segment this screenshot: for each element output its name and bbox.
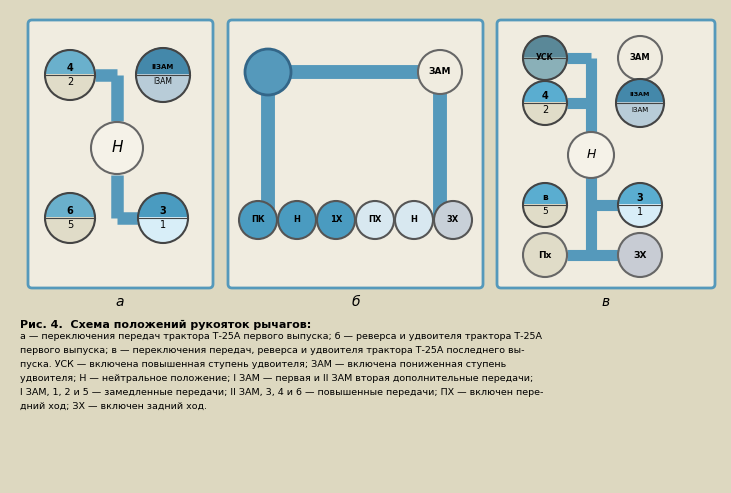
Text: Н: Н bbox=[411, 215, 417, 224]
Text: 1: 1 bbox=[160, 220, 166, 230]
Circle shape bbox=[317, 201, 355, 239]
FancyBboxPatch shape bbox=[228, 20, 483, 288]
Circle shape bbox=[434, 201, 472, 239]
Text: ЗАМ: ЗАМ bbox=[429, 68, 451, 76]
Circle shape bbox=[356, 201, 394, 239]
FancyBboxPatch shape bbox=[497, 20, 715, 288]
Text: ПХ: ПХ bbox=[368, 215, 382, 224]
Polygon shape bbox=[618, 183, 662, 205]
Polygon shape bbox=[523, 183, 567, 205]
Text: 3: 3 bbox=[159, 206, 167, 216]
Polygon shape bbox=[138, 193, 188, 218]
Text: Н: Н bbox=[294, 215, 300, 224]
Polygon shape bbox=[45, 75, 95, 100]
Circle shape bbox=[418, 50, 462, 94]
Polygon shape bbox=[136, 48, 190, 75]
Polygon shape bbox=[618, 205, 662, 227]
Text: 5: 5 bbox=[67, 220, 73, 230]
Text: ЗАМ: ЗАМ bbox=[629, 54, 651, 63]
Text: а: а bbox=[115, 295, 124, 309]
Text: удвоителя; Н — нейтральное положение; I ЗАМ — первая и II ЗАМ вторая дополнитель: удвоителя; Н — нейтральное положение; I … bbox=[20, 374, 533, 383]
Circle shape bbox=[278, 201, 316, 239]
Text: 6: 6 bbox=[67, 206, 73, 216]
Text: 4: 4 bbox=[542, 91, 548, 101]
Text: 2: 2 bbox=[67, 77, 73, 87]
Polygon shape bbox=[523, 58, 567, 80]
Text: первого выпуска; в — переключения передач, реверса и удвоителя трактора Т-25А по: первого выпуска; в — переключения переда… bbox=[20, 346, 525, 355]
Polygon shape bbox=[45, 218, 95, 243]
Circle shape bbox=[239, 201, 277, 239]
Text: IЗАМ: IЗАМ bbox=[632, 107, 648, 113]
Text: б: б bbox=[352, 295, 360, 309]
Text: Н: Н bbox=[111, 141, 123, 155]
Text: IIЗАМ: IIЗАМ bbox=[152, 64, 174, 70]
Circle shape bbox=[568, 132, 614, 178]
Text: 3Х: 3Х bbox=[447, 215, 459, 224]
Text: 3: 3 bbox=[637, 193, 643, 203]
Circle shape bbox=[618, 233, 662, 277]
Text: 5: 5 bbox=[542, 208, 548, 216]
Polygon shape bbox=[616, 79, 664, 103]
Circle shape bbox=[618, 36, 662, 80]
Polygon shape bbox=[136, 75, 190, 102]
Text: пуска. УСК — включена повышенная ступень удвоителя; ЗАМ — включена пониженная ст: пуска. УСК — включена повышенная ступень… bbox=[20, 360, 507, 369]
Text: в: в bbox=[542, 193, 548, 203]
Text: I ЗАМ, 1, 2 и 5 — замедленные передачи; II ЗАМ, 3, 4 и 6 — повышенные передачи; : I ЗАМ, 1, 2 и 5 — замедленные передачи; … bbox=[20, 388, 543, 397]
Polygon shape bbox=[138, 218, 188, 243]
Polygon shape bbox=[616, 103, 664, 127]
Text: УСК: УСК bbox=[536, 54, 554, 63]
Polygon shape bbox=[523, 205, 567, 227]
Text: ПК: ПК bbox=[251, 215, 265, 224]
Text: 2: 2 bbox=[542, 105, 548, 115]
Circle shape bbox=[245, 49, 291, 95]
Text: 1Х: 1Х bbox=[330, 215, 342, 224]
Polygon shape bbox=[45, 50, 95, 75]
Text: Н: Н bbox=[586, 148, 596, 162]
Polygon shape bbox=[523, 36, 567, 58]
Polygon shape bbox=[45, 193, 95, 218]
FancyBboxPatch shape bbox=[28, 20, 213, 288]
Text: дний ход; ЗХ — включен задний ход.: дний ход; ЗХ — включен задний ход. bbox=[20, 402, 207, 411]
Circle shape bbox=[91, 122, 143, 174]
Text: IЗАМ: IЗАМ bbox=[154, 77, 173, 86]
Circle shape bbox=[395, 201, 433, 239]
Text: в: в bbox=[602, 295, 610, 309]
Text: 4: 4 bbox=[67, 63, 73, 73]
Polygon shape bbox=[523, 81, 567, 103]
Text: а — переключения передач трактора Т-25А первого выпуска; б — реверса и удвоителя: а — переключения передач трактора Т-25А … bbox=[20, 332, 542, 341]
Text: Рис. 4.  Схема положений рукояток рычагов:: Рис. 4. Схема положений рукояток рычагов… bbox=[20, 320, 311, 330]
Text: ЗХ: ЗХ bbox=[633, 250, 647, 259]
Polygon shape bbox=[523, 103, 567, 125]
Text: IIЗАМ: IIЗАМ bbox=[630, 93, 650, 98]
Circle shape bbox=[523, 233, 567, 277]
Text: 1: 1 bbox=[637, 207, 643, 217]
Text: Пх: Пх bbox=[538, 250, 552, 259]
